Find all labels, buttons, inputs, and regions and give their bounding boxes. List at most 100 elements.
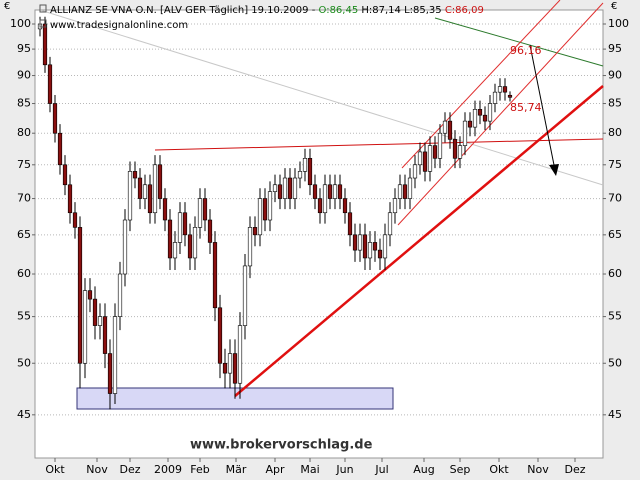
candle-body <box>82 290 88 364</box>
currency: € <box>4 1 10 12</box>
candle-body <box>477 109 483 116</box>
candle-body <box>307 158 313 186</box>
y-tick-label: 90 <box>608 69 622 82</box>
candle-body <box>372 242 378 251</box>
resistance-line <box>154 138 604 151</box>
candle-body <box>132 171 138 179</box>
y-tick-label: 80 <box>17 126 31 139</box>
candle-body <box>252 227 258 236</box>
candle-body <box>212 242 218 309</box>
candle-body <box>497 86 503 93</box>
candle-body <box>472 109 478 128</box>
candle-body <box>62 164 68 186</box>
candle-body <box>337 184 343 199</box>
candle-body <box>102 316 108 354</box>
y-tick-label: 90 <box>17 69 31 82</box>
y-tick-label: 55 <box>608 310 622 323</box>
x-tick-label: 2009 <box>154 463 182 476</box>
candle-body <box>187 234 193 259</box>
candle-body <box>347 212 353 236</box>
candle-body <box>357 234 363 251</box>
candle-body <box>222 362 228 374</box>
candle-body <box>107 353 113 394</box>
y-tick-label: 75 <box>17 158 31 171</box>
candle-body <box>287 177 293 199</box>
candle-body <box>492 91 498 104</box>
icon <box>39 19 47 28</box>
candle-body <box>292 177 298 199</box>
candle-body <box>227 353 233 374</box>
candle-body <box>387 212 393 236</box>
candle-body <box>257 198 263 236</box>
currency: € <box>611 1 617 12</box>
candle-body <box>507 94 513 98</box>
candle-body <box>277 184 283 199</box>
candle-body <box>247 227 253 267</box>
candle-body <box>457 145 463 159</box>
candle-body <box>192 227 198 259</box>
watermark: www.brokervorschlag.de <box>190 438 373 453</box>
candle-body <box>197 198 203 228</box>
y-tick-label: 65 <box>17 228 31 241</box>
candle-body <box>422 151 428 172</box>
arrow <box>529 44 556 171</box>
candle-body <box>77 227 83 364</box>
y-tick-label: 100 <box>608 17 629 30</box>
candle-body <box>402 184 408 199</box>
candle-body <box>417 151 423 166</box>
candle-body <box>157 164 163 199</box>
candle-body <box>382 234 388 259</box>
x-tick-label: Apr <box>265 463 285 476</box>
y-tick-label: 80 <box>608 126 622 139</box>
candle-body <box>312 184 318 199</box>
y-tick-label: 100 <box>10 17 31 30</box>
icon <box>39 4 47 13</box>
candle-body <box>442 120 448 134</box>
candle-body <box>452 139 458 159</box>
candle-body <box>237 325 243 384</box>
candle-body <box>377 249 383 259</box>
y-tick-label: 60 <box>17 267 31 280</box>
x-tick-label: Nov <box>527 463 549 476</box>
x-tick-label: Nov <box>86 463 108 476</box>
y-tick-label: 55 <box>17 310 31 323</box>
x-tick-label: Sep <box>450 463 471 476</box>
x-tick-label: Mär <box>226 463 247 476</box>
x-tick-label: Dez <box>564 463 585 476</box>
header-text: ALLIANZ SE VNA O.N. [ALV GER Täglich] 19… <box>50 5 319 16</box>
candle-body <box>112 316 118 394</box>
candle-body <box>57 132 63 166</box>
candle-body <box>97 316 103 326</box>
y-tick-label: 50 <box>608 356 622 369</box>
candle-body <box>262 198 268 221</box>
candle-body <box>482 114 488 122</box>
subtitle: www.tradesignalonline.com <box>50 20 188 31</box>
candle-body <box>207 219 213 243</box>
trend-line <box>39 9 604 186</box>
candle-body <box>232 353 238 384</box>
candle-body <box>327 184 333 199</box>
candle-body <box>432 145 438 159</box>
candle-body <box>242 265 248 326</box>
support-line <box>234 85 604 397</box>
arrow-head <box>549 164 559 176</box>
candle-body <box>67 184 73 214</box>
candle-body <box>272 184 278 192</box>
plot-area <box>34 9 604 459</box>
y-tick-label: 50 <box>17 356 31 369</box>
x-tick-label: Okt <box>45 463 65 476</box>
annotation: 85,74 <box>510 101 542 114</box>
candle-body <box>72 212 78 228</box>
candle-body <box>397 184 403 199</box>
candle-body <box>87 290 93 300</box>
candle-body <box>322 184 328 214</box>
candle-body <box>427 145 433 172</box>
y-tick-label: 85 <box>17 97 31 110</box>
candle-body <box>297 171 303 179</box>
candle-body <box>467 120 473 128</box>
x-tick-label: Jul <box>374 463 388 476</box>
candle-body <box>267 191 273 221</box>
candle-body <box>352 234 358 251</box>
candle-body <box>177 212 183 243</box>
channel-line <box>397 2 604 226</box>
